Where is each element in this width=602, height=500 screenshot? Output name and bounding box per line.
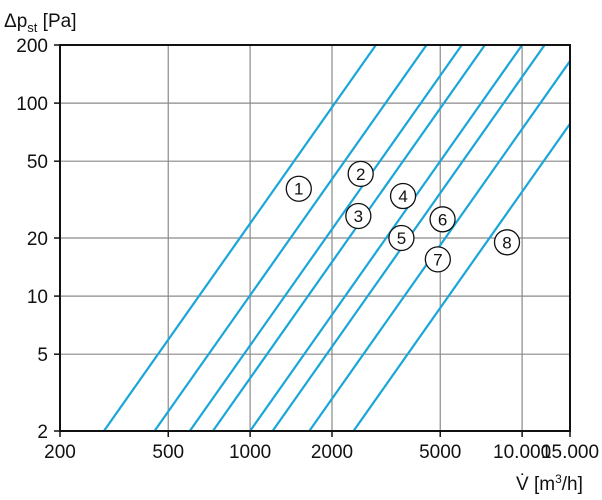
x-tick-label: 500 [152,442,184,463]
series-label-circle-7 [424,246,451,273]
series-label-5: 5 [397,229,406,248]
series-label-1: 1 [294,180,303,199]
y-tick-label: 200 [16,36,48,57]
series-line-5 [249,45,523,431]
series-line-4 [212,45,486,431]
series-label-7: 7 [433,250,442,269]
y-tick-label: 50 [27,152,48,173]
series-line-8 [352,121,570,431]
series-label-8: 8 [502,233,511,252]
series-label-circle-5 [388,224,415,252]
y-tick-label: 10 [27,287,48,308]
series-line-2 [153,45,428,431]
x-tick-label: 200 [44,442,76,463]
y-tick-label: 5 [37,345,48,366]
x-axis-label: V̇ [m3/h] [516,472,583,495]
y-tick-label: 20 [27,229,48,250]
y-axis-label: Δpst [Pa] [4,11,76,35]
y-axis-ticks: 2 5 10 20 50 100 200 [16,36,60,443]
x-tick-label: 10.000 [493,442,551,463]
series-label-3: 3 [354,207,363,226]
grid [60,45,570,431]
series-label-6: 6 [438,210,447,229]
series-lines [103,45,570,431]
x-tick-label: 2000 [311,442,353,463]
series-label-circle-6 [429,206,456,233]
y-tick-label: 2 [37,422,48,443]
series-label-circle-3 [345,202,372,230]
series-labels: 1 2 3 4 5 6 7 8 [285,160,521,273]
series-label-2: 2 [356,165,365,184]
x-tick-label: 1000 [229,442,271,463]
series-label-circle-1 [285,175,312,202]
series-line-7 [308,59,570,431]
series-line-3 [188,45,463,431]
y-tick-label: 100 [16,94,48,115]
x-tick-label: 15.000 [541,442,599,463]
series-label-circle-2 [347,160,374,187]
series-label-circle-8 [493,229,521,256]
series-line-1 [103,45,377,431]
x-tick-label: 5000 [419,442,461,463]
series-label-circle-4 [389,182,417,210]
series-label-4: 4 [398,187,407,206]
